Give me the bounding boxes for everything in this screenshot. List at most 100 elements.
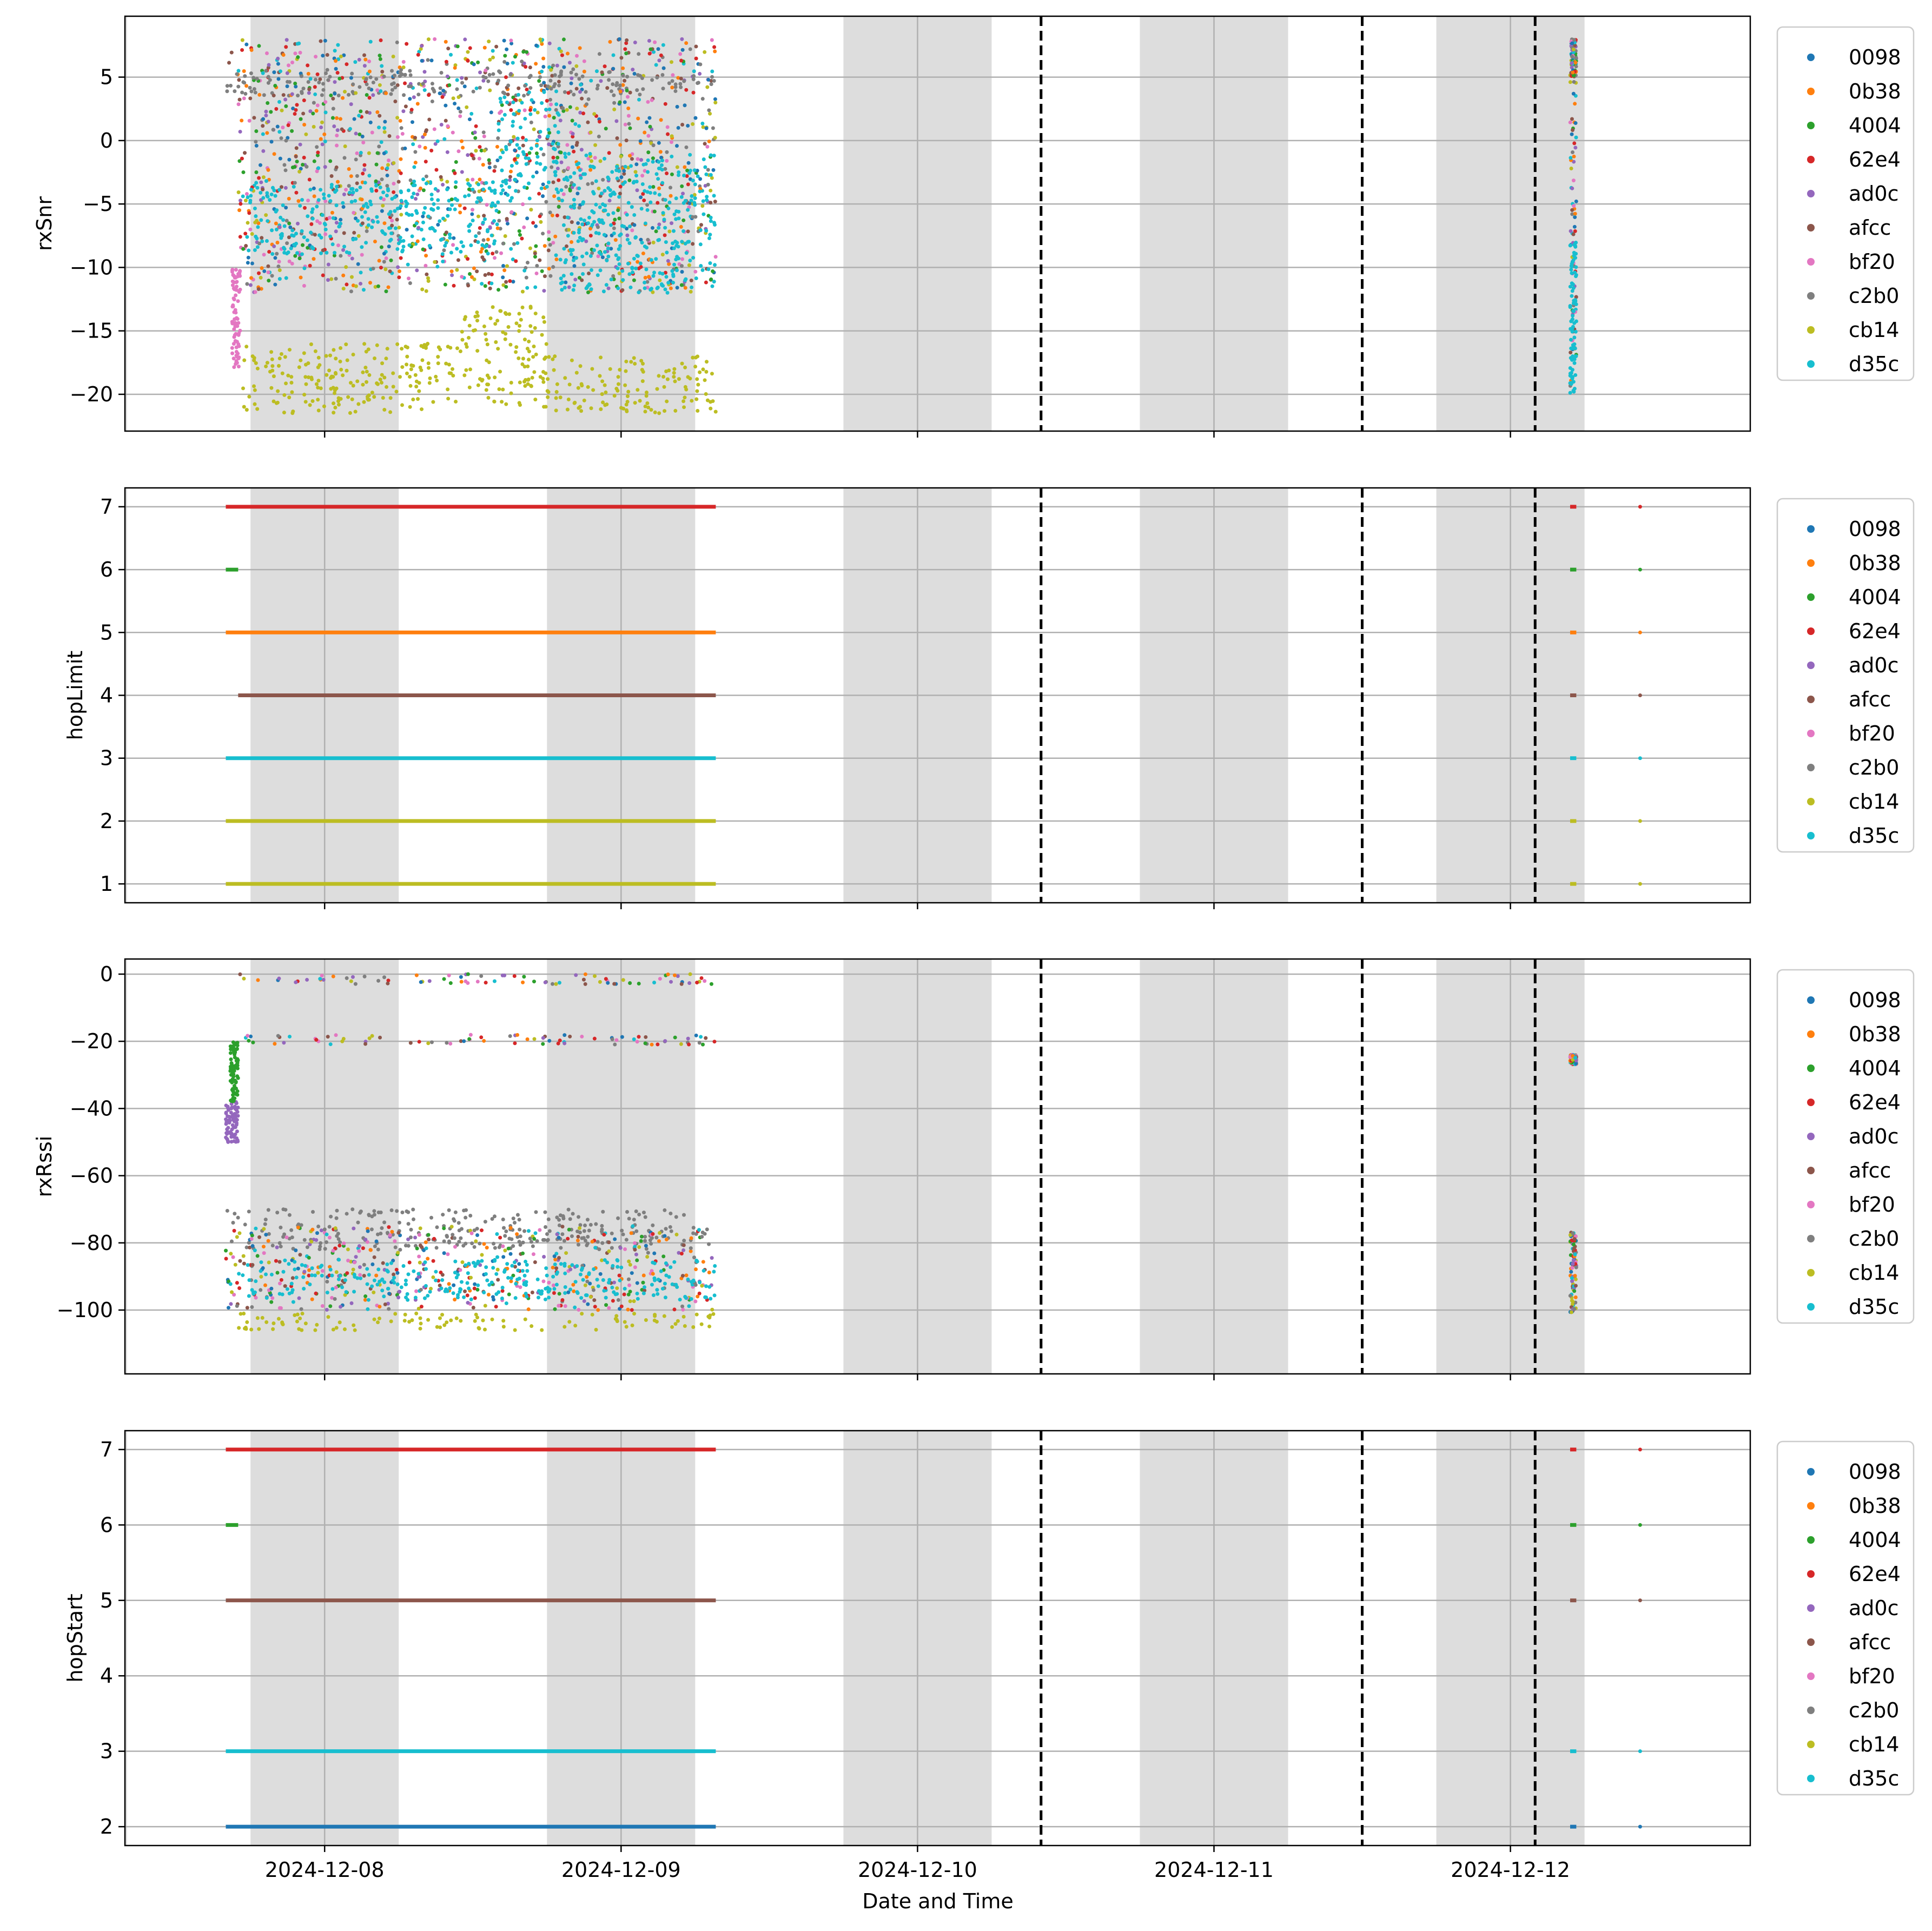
data-point [336, 43, 340, 47]
data-point [513, 1041, 517, 1046]
data-point [297, 1296, 301, 1300]
data-point [541, 376, 545, 381]
data-point [618, 1246, 623, 1250]
data-point [313, 1328, 317, 1332]
data-point [404, 1295, 408, 1300]
data-point [552, 1287, 557, 1291]
data-point [564, 280, 568, 285]
data-point [365, 1282, 369, 1286]
data-point [419, 1321, 423, 1326]
data-point [682, 173, 686, 177]
data-point [617, 382, 621, 386]
data-point [264, 1233, 268, 1237]
data-point [279, 1278, 283, 1282]
data-point [421, 345, 426, 349]
data-point [254, 1226, 258, 1231]
data-point [647, 116, 652, 120]
data-point [593, 156, 597, 160]
data-point [443, 282, 447, 287]
legend-label: c2b0 [1849, 284, 1899, 308]
data-point [495, 1255, 500, 1259]
data-point [532, 127, 536, 131]
data-point [431, 208, 435, 212]
data-point [554, 982, 558, 986]
data-point [651, 143, 656, 148]
data-point [306, 71, 310, 76]
data-point [712, 1040, 717, 1044]
data-point [615, 136, 619, 140]
data-point [397, 275, 401, 280]
data-point [566, 215, 570, 220]
data-point [626, 261, 630, 266]
data-point [283, 1208, 288, 1212]
data-point [233, 1262, 237, 1267]
data-point [421, 220, 425, 224]
data-point [310, 210, 314, 214]
data-point [293, 254, 297, 258]
data-point [669, 1265, 673, 1269]
data-point [403, 104, 408, 109]
data-point [512, 112, 516, 116]
data-point [604, 1303, 608, 1307]
data-point [435, 264, 440, 269]
data-point [573, 1280, 578, 1284]
data-point [600, 379, 605, 383]
data-point [259, 180, 263, 184]
hop-point [1638, 505, 1642, 509]
data-point [517, 86, 521, 90]
data-point [676, 974, 680, 978]
data-point [308, 109, 313, 114]
data-point [704, 369, 709, 374]
data-point [236, 69, 241, 73]
data-point [341, 287, 346, 291]
data-point [452, 1217, 456, 1221]
data-point [344, 342, 348, 347]
data-point [467, 1037, 472, 1041]
data-point [277, 1292, 282, 1296]
data-point [360, 215, 364, 219]
data-point [707, 1242, 711, 1246]
data-point [398, 235, 402, 240]
data-point [461, 146, 465, 150]
data-point [384, 91, 388, 95]
data-point [562, 169, 566, 173]
data-point [655, 75, 659, 80]
data-point [662, 1314, 666, 1318]
data-point [559, 281, 563, 286]
data-point [563, 286, 567, 290]
data-point [480, 379, 484, 383]
data-point [262, 269, 267, 273]
legend-label: 0b38 [1849, 551, 1901, 575]
data-point [584, 286, 588, 290]
data-point [501, 150, 505, 155]
data-point [281, 203, 285, 207]
data-point [383, 120, 387, 124]
data-point [467, 229, 472, 233]
data-point [376, 1247, 380, 1252]
data-point [529, 383, 533, 388]
data-point [628, 981, 632, 986]
data-point [523, 384, 527, 388]
data-point [451, 1291, 455, 1295]
data-point [370, 225, 374, 229]
data-point [334, 59, 338, 63]
data-point [224, 1136, 229, 1141]
data-point [298, 203, 302, 208]
data-point [364, 241, 368, 245]
data-point [320, 93, 324, 97]
data-point [538, 162, 542, 166]
data-point [672, 367, 677, 371]
data-point [355, 151, 359, 155]
data-point [583, 982, 587, 986]
data-point [426, 361, 431, 366]
data-point [666, 281, 671, 285]
data-point [408, 97, 412, 101]
data-point [704, 229, 709, 233]
data-point [270, 252, 275, 256]
data-point [509, 1276, 513, 1280]
data-point [440, 1313, 445, 1317]
data-point [688, 153, 692, 157]
data-point [1573, 1274, 1577, 1278]
data-point [451, 373, 455, 378]
data-point [567, 1320, 572, 1324]
